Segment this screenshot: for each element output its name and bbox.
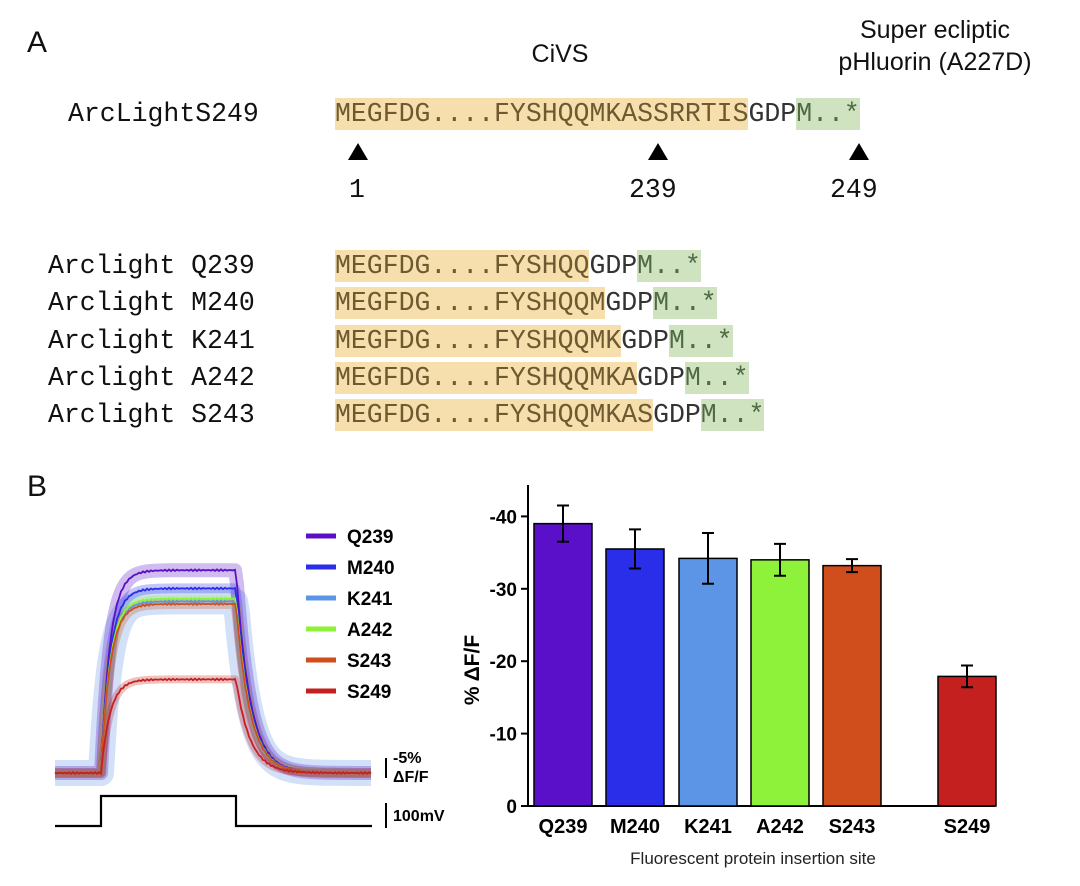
civs-segment: MEGFDG....FYSHQQMKA [335,362,638,394]
variant-name: Arclight M240 [48,288,255,318]
fp-segment: M..* [653,287,717,319]
panel-a-label: A [27,26,48,59]
error-bar-S243 [846,558,858,574]
voltage-step-trace [55,794,372,828]
bar-M240 [605,548,665,807]
position-number-249: 249 [830,175,878,205]
x-tick-label-Q239: Q239 [539,816,588,838]
legend-label-K241: K241 [347,589,393,610]
main-sequence: MEGFDG....FYSHQQMKASSRRTISGDPM..* [335,98,860,130]
civs-segment: MEGFDG....FYSHQQ [335,250,590,282]
y-tick-label: -10 [490,725,517,746]
x-tick-label-A242: A242 [756,816,804,838]
fluorescence-traces-plot: -5% ΔF/F 100mV Q239 M240 K241 A242 S243 S249 [44,527,445,828]
position-number-1: 1 [349,175,365,205]
y-axis-title: % ΔF/F [461,635,484,705]
bar-chart: 0 -10 -20 -30 -40 Q239 M240 K241 A242 S243 S249 %… [461,485,997,868]
position-marker-1 [348,143,368,160]
y-tick-label: -40 [490,507,517,528]
error-bar-Q239 [557,504,569,543]
variant-sequence: MEGFDG....FYSHQQMKASGDPM..* [335,399,765,431]
error-bar-K241 [702,532,714,585]
sep-title-line2: pHluorin (A227D) [838,48,1032,76]
fp-segment: M..* [700,399,765,431]
linker-segment: GDP [748,99,797,129]
y-tick-label: -20 [490,652,517,673]
error-bar-M240 [629,528,641,570]
fp-segment: M..* [684,362,749,394]
civs-segment: MEGFDG....FYSHQQM [335,287,606,319]
x-tick-label-K241: K241 [684,816,732,838]
variant-name: Arclight Q239 [48,251,255,281]
variant-sequence: MEGFDG....FYSHQQMKAGDPM..* [335,362,749,394]
main-construct-name: ArcLightS249 [68,99,259,129]
variant-name: Arclight A242 [48,363,255,393]
sep-title: Super ecliptic pHluorin (A227D) [800,14,1070,78]
panel-b-label: B [27,470,48,503]
x-tick-label-M240: M240 [610,816,660,838]
position-marker-239 [648,143,668,160]
linker-segment: GDP [621,326,669,356]
dff-scale-label-2: ΔF/F [393,769,429,786]
position-number-239: 239 [629,175,677,205]
variant-sequence: MEGFDG....FYSHQQMKGDPM..* [335,325,733,357]
legend-label-S243: S243 [347,651,391,672]
legend-label-A242: A242 [347,620,392,641]
civs-segment: MEGFDG....FYSHQQMKASSRRTIS [335,98,749,130]
linker-segment: GDP [653,400,701,430]
legend-label-M240: M240 [347,558,395,579]
trace-legend: Q239 M240 K241 A242 S243 S249 [306,527,395,703]
variant-name: Arclight K241 [48,326,255,356]
bar-layer: Q239 M240 K241 A242 S243 S249 [533,504,997,838]
fp-segment: M..* [668,325,733,357]
y-tick-label: 0 [506,797,517,818]
position-marker-249 [849,143,869,160]
voltage-scale-label: 100mV [393,808,445,825]
error-bar-S249 [961,664,973,689]
trace-layer [44,563,382,786]
error-bar-A242 [774,542,786,577]
linker-segment: GDP [589,251,638,281]
linker-segment: GDP [605,288,654,318]
variant-name: Arclight S243 [48,400,255,430]
trace-line-S249 [54,677,372,776]
y-tick-label: -30 [490,580,517,601]
dff-scale-label-1: -5% [393,750,421,767]
x-axis-title: Fluorescent protein insertion site [630,849,876,868]
x-tick-label-S249: S249 [944,816,991,838]
bar-Q239 [533,522,593,807]
bar-A242 [750,559,810,807]
civs-title: CiVS [531,40,589,68]
sep-title-line1: Super ecliptic [859,16,1011,44]
legend-label-S249: S249 [347,682,391,703]
variant-sequence: MEGFDG....FYSHQQGDPM..* [335,250,701,282]
variant-sequence: MEGFDG....FYSHQQMGDPM..* [335,287,717,319]
linker-segment: GDP [637,363,685,393]
bar-S243 [822,564,882,807]
legend-label-Q239: Q239 [347,527,393,548]
bar-S249 [937,675,997,807]
bar-K241 [678,557,738,807]
civs-segment: MEGFDG....FYSHQQMKAS [335,399,654,431]
civs-segment: MEGFDG....FYSHQQMK [335,325,622,357]
fp-segment: M..* [637,250,701,282]
fp-segment: M..* [796,98,860,130]
x-tick-label-S243: S243 [829,816,876,838]
